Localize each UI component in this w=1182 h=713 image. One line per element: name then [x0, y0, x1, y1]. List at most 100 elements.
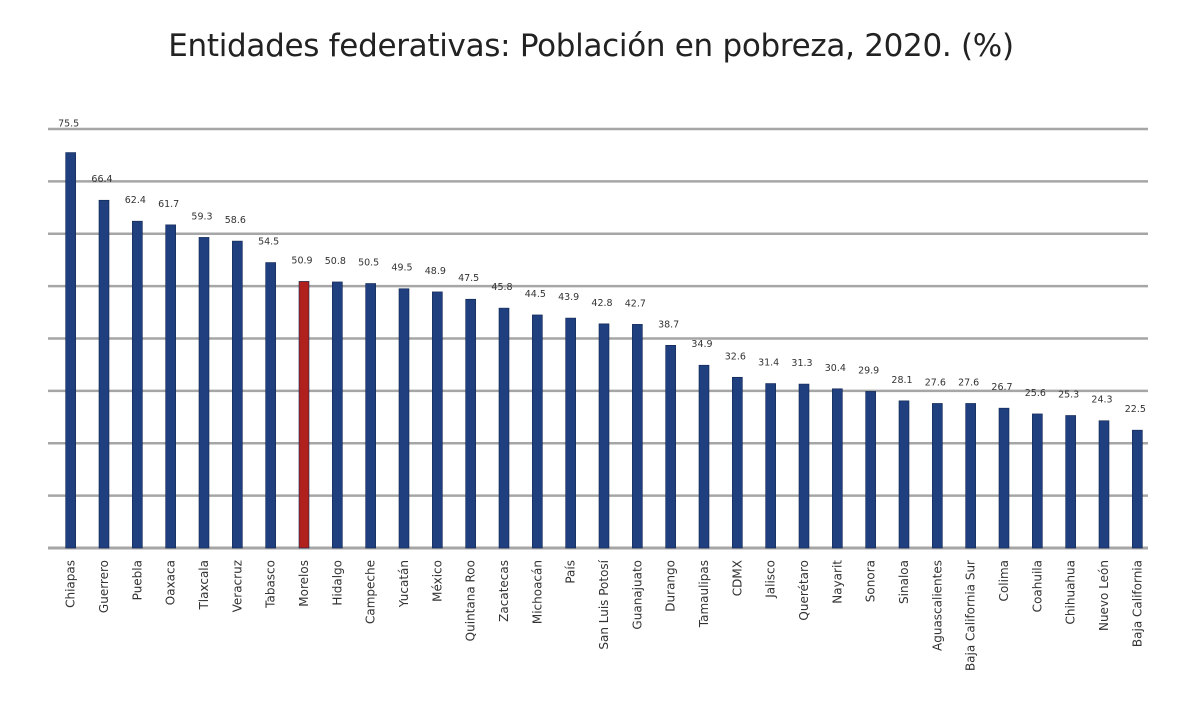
value-label: 49.5	[391, 263, 412, 274]
bar-zacatecas	[498, 307, 510, 549]
bar-aguascalientes	[932, 403, 943, 549]
category-label: Yucatán	[397, 560, 411, 608]
category-label: País	[564, 560, 578, 584]
category-label: Puebla	[130, 560, 144, 600]
category-label: México	[430, 560, 444, 602]
bar-puebla	[132, 220, 143, 549]
bar-baja-california-sur	[965, 403, 976, 549]
bar-san-luis-potosí	[598, 323, 610, 549]
category-label: San Luis Potosí	[597, 559, 611, 649]
category-label: Veracruz	[230, 560, 244, 612]
value-label: 26.7	[991, 382, 1012, 393]
category-label: Baja California Sur	[964, 560, 978, 671]
bars	[65, 152, 1143, 549]
category-label: Sinaloa	[897, 560, 911, 604]
category-label: Coahuila	[1030, 560, 1044, 612]
value-label: 42.7	[625, 298, 646, 309]
category-label: Colima	[997, 560, 1011, 601]
category-label: Tabasco	[264, 560, 278, 609]
bar-nayarit	[832, 388, 843, 549]
value-label: 50.9	[291, 255, 312, 266]
category-label: Jalisco	[764, 560, 778, 599]
value-label: 47.5	[458, 273, 479, 284]
bar-baja-california	[1132, 429, 1143, 549]
value-labels: 75.5 66.4 62.4 61.7 59.3 58.6 54.5 50.9 50.8 50.5…	[58, 119, 1146, 416]
bar-guerrero	[98, 199, 110, 549]
category-label: Durango	[664, 560, 678, 612]
bar-campeche	[365, 283, 376, 549]
value-label: 27.6	[958, 377, 979, 388]
chart-title: Entidades federativas: Población en pobr…	[168, 28, 1014, 64]
value-label: 54.5	[258, 237, 279, 248]
category-label: Morelos	[297, 560, 311, 607]
bar-cdmx	[732, 376, 743, 549]
bar-nuevo-león	[1098, 420, 1110, 549]
category-label: Zacatecas	[497, 560, 511, 622]
category-label: Baja California	[1130, 560, 1144, 647]
bar-hidalgo	[332, 281, 343, 549]
bar-tamaulipas	[698, 364, 710, 549]
value-label: 59.3	[191, 211, 212, 222]
bar-chihuahua	[1065, 415, 1076, 549]
gridlines	[48, 127, 1148, 550]
category-label: Quintana Roo	[464, 560, 478, 641]
bar-durango	[665, 345, 676, 549]
bar-colima	[998, 407, 1010, 549]
value-label: 30.4	[825, 363, 846, 374]
category-label: Chihuahua	[1064, 560, 1078, 624]
bar-veracruz	[232, 240, 243, 549]
value-label: 28.1	[891, 375, 912, 386]
value-label: 66.4	[91, 174, 112, 185]
bar-querétaro	[798, 383, 810, 549]
category-label: Querétaro	[797, 560, 811, 621]
value-label: 48.9	[425, 266, 446, 277]
bar-tlaxcala	[198, 237, 210, 549]
category-label: Michoacán	[530, 560, 544, 624]
value-label: 50.8	[325, 256, 346, 267]
category-label: Aguascalientes	[930, 560, 944, 651]
bar-sonora	[865, 391, 876, 549]
value-label: 45.8	[491, 282, 512, 293]
value-label: 24.3	[1091, 395, 1112, 406]
category-label: Tlaxcala	[197, 560, 211, 611]
value-label: 25.6	[1025, 388, 1046, 399]
value-label: 22.5	[1125, 404, 1146, 415]
value-label: 50.5	[358, 258, 379, 269]
value-label: 44.5	[525, 289, 546, 300]
category-label: Tamaulipas	[697, 560, 711, 628]
value-label: 29.9	[858, 365, 879, 376]
bar-michoacán	[532, 314, 543, 549]
category-label: Campeche	[364, 560, 378, 624]
value-label: 61.7	[158, 199, 179, 210]
value-label: 31.3	[791, 358, 812, 369]
value-label: 43.9	[558, 292, 579, 303]
category-label: Nuevo León	[1097, 560, 1111, 631]
value-label: 32.6	[725, 351, 746, 362]
bar-morelos	[298, 281, 310, 549]
value-label: 27.6	[925, 377, 946, 388]
bar-chiapas	[65, 152, 76, 549]
bar-tabasco	[265, 262, 276, 549]
category-label: Chiapas	[64, 560, 78, 608]
category-label: Nayarit	[830, 560, 844, 604]
bar-oaxaca	[165, 224, 176, 549]
bar-país	[565, 317, 576, 549]
category-label: Guerrero	[97, 560, 111, 613]
bar-méxico	[432, 291, 443, 549]
value-label: 75.5	[58, 119, 79, 130]
category-label: Oaxaca	[164, 560, 178, 605]
bar-coahuila	[1032, 413, 1043, 549]
value-label: 31.4	[758, 358, 779, 369]
bar-guanajuato	[632, 324, 643, 549]
value-label: 25.3	[1058, 389, 1079, 400]
category-label: CDMX	[730, 560, 744, 596]
value-label: 42.8	[591, 298, 612, 309]
bar-quintana-roo	[465, 298, 476, 549]
bar-sinaloa	[898, 400, 910, 549]
value-label: 62.4	[125, 195, 146, 206]
bar-jalisco	[765, 383, 776, 549]
category-label: Guanajuato	[630, 560, 644, 630]
category-label: Sonora	[864, 560, 878, 602]
value-label: 34.9	[691, 339, 712, 350]
